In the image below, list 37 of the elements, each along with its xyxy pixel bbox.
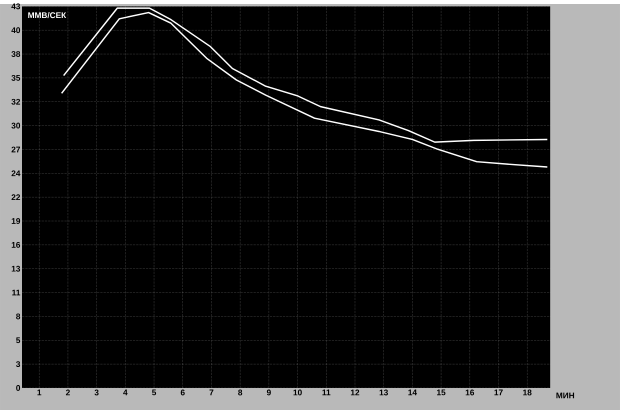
x-tick-label: 7 — [210, 390, 214, 396]
x-tick-label: 3 — [94, 390, 99, 396]
y-tick-label: 43 — [11, 3, 20, 10]
x-tick-label: 4 — [123, 390, 128, 396]
x-tick-label: 14 — [408, 390, 417, 396]
x-tick-label: 13 — [380, 390, 388, 396]
x-axis-title: МИН — [556, 392, 574, 398]
x-tick-label: 1 — [37, 390, 42, 396]
y-tick-label: 0 — [16, 385, 20, 391]
y-tick-label: 32 — [11, 98, 20, 105]
y-tick-label: 27 — [12, 146, 20, 152]
y-tick-label: 13 — [12, 266, 20, 272]
x-tick-label: 2 — [66, 390, 70, 396]
y-tick-label: 22 — [12, 194, 20, 200]
x-tick-label: 17 — [494, 390, 503, 396]
x-tick-label: 12 — [350, 390, 360, 396]
y-tick-label: 11 — [12, 290, 20, 296]
x-tick-label: 5 — [152, 390, 156, 396]
y-tick-label: 19 — [12, 218, 20, 224]
x-tick-label: 10 — [294, 390, 302, 396]
x-tick-label: 11 — [322, 390, 330, 396]
x-tick-label: 9 — [266, 390, 271, 396]
y-tick-label: 40 — [11, 27, 20, 34]
y-tick-label: 24 — [12, 170, 20, 176]
x-tick-label: 16 — [466, 390, 474, 396]
y-tick-label: 5 — [16, 337, 20, 344]
x-tick-label: 15 — [437, 390, 446, 396]
x-tick-label: 8 — [238, 390, 242, 396]
y-axis-title: ММВ/СЕК — [28, 12, 66, 18]
y-tick-label: 35 — [11, 74, 20, 81]
x-tick-label: 6 — [180, 390, 185, 396]
y-tick-label: 8 — [16, 314, 20, 320]
y-tick-label: 38 — [11, 51, 20, 57]
y-tick-label: 30 — [11, 122, 20, 129]
y-tick-label: 16 — [12, 242, 20, 248]
y-tick-label: 3 — [16, 361, 20, 368]
x-tick-label: 18 — [523, 390, 532, 396]
